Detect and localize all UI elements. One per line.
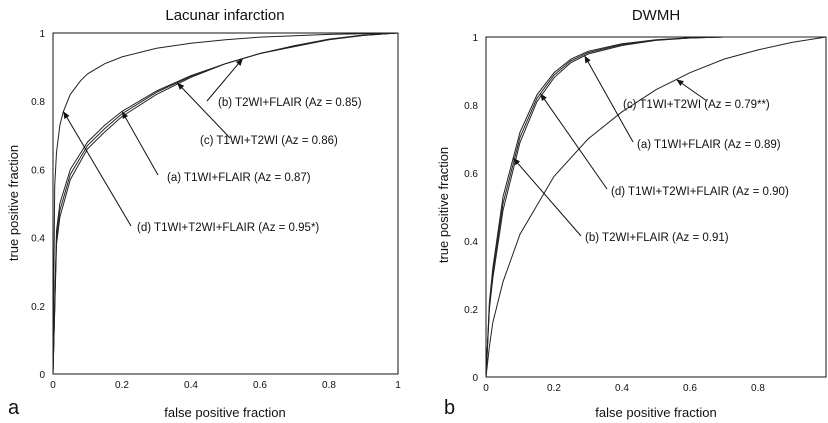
tick-group: 0 0.2 0.4 0.6 0.8 0 0.2 0.4 0.6 0.8 1 (464, 33, 765, 394)
y-tick-label: 0 (39, 370, 45, 381)
x-tick-label: 0.4 (184, 380, 198, 391)
curve-group (52, 32, 399, 375)
roc-curve-1 (485, 36, 826, 378)
x-tick-label: 1 (395, 380, 401, 391)
annotation-arrow (539, 93, 608, 190)
x-tick-label: 0 (483, 383, 489, 394)
x-tick-label: 0.6 (683, 383, 697, 394)
x-tick-label: 0.2 (115, 380, 129, 391)
annotation-arrowhead (63, 111, 70, 119)
panel-a: Lacunar infarction false positive fracti… (6, 7, 401, 420)
annotation-arrow (121, 111, 159, 176)
x-tick-label: 0.8 (322, 380, 336, 391)
x-axis-label: false positive fraction (595, 405, 716, 420)
y-tick-label: 0.6 (31, 165, 45, 176)
annotation-arrow (512, 157, 582, 237)
annotation-label: (a) T1WI+FLAIR (Az = 0.89) (637, 139, 781, 151)
y-tick-label: 1 (39, 29, 45, 40)
y-tick-label: 0.8 (464, 101, 478, 112)
y-axis-label: true positive fraction (436, 147, 451, 263)
y-tick-label: 0 (472, 373, 478, 384)
annotation-label: (a) T1WI+FLAIR (Az = 0.87) (167, 172, 311, 184)
roc-curve-2 (485, 36, 826, 378)
annotation-arrow (206, 58, 244, 102)
annotation-label: (d) T1WI+T2WI+FLAIR (Az = 0.95*) (137, 222, 319, 234)
roc-curve-4 (485, 36, 826, 378)
plot-frame (485, 36, 827, 378)
annotation-arrow (62, 111, 132, 227)
curve-group (485, 36, 827, 378)
roc-curve-4 (52, 32, 399, 375)
roc-curve-3 (485, 36, 827, 378)
roc-curve-1 (52, 32, 399, 375)
y-tick-label: 0.4 (31, 234, 45, 245)
annotation-label: (c) T1WI+T2WI (Az = 0.86) (200, 135, 338, 147)
annotation-arrowhead (122, 111, 129, 119)
plot-frame (52, 32, 399, 375)
x-tick-label: 0.6 (253, 380, 267, 391)
y-axis-label: true positive fraction (6, 145, 21, 261)
y-tick-label: 0.2 (31, 302, 45, 313)
annotation-arrowhead (676, 79, 684, 86)
y-tick-label: 1 (472, 33, 478, 44)
panel-letter: b (444, 397, 455, 419)
chart-title: DWMH (632, 7, 680, 24)
annotation-arrowhead (584, 55, 591, 64)
annotation-group: (c) T1WI+T2WI (Az = 0.79**) (a) T1WI+FLAI… (512, 55, 789, 244)
x-tick-label: 0 (50, 380, 56, 391)
annotation-group: (b) T2WI+FLAIR (Az = 0.85) (c) T1WI+T2WI … (62, 58, 362, 234)
annotation-arrow (176, 82, 231, 139)
annotation-label: (c) T1WI+T2WI (Az = 0.79**) (623, 99, 770, 111)
x-axis-label: false positive fraction (164, 405, 285, 420)
panel-b: DWMH false positive fraction true positi… (436, 7, 827, 420)
y-tick-label: 0.8 (31, 97, 45, 108)
panel-letter: a (8, 397, 20, 419)
annotation-label: (d) T1WI+T2WI+FLAIR (Az = 0.90) (611, 186, 789, 198)
annotation-arrowhead (540, 93, 547, 102)
annotation-label: (b) T2WI+FLAIR (Az = 0.85) (218, 97, 362, 109)
y-tick-label: 0.2 (464, 305, 478, 316)
x-tick-label: 0.4 (615, 383, 629, 394)
annotation-arrowhead (177, 82, 185, 90)
x-tick-label: 0.2 (547, 383, 561, 394)
annotation-label: (b) T2WI+FLAIR (Az = 0.91) (585, 232, 729, 244)
roc-curve-3 (52, 32, 399, 375)
y-tick-label: 0.4 (464, 237, 478, 248)
annotation-arrowhead (235, 58, 243, 66)
tick-group: 0 0.2 0.4 0.6 0.8 1 0 0.2 0.4 0.6 0.8 1 (31, 29, 401, 391)
annotation-arrow (584, 55, 634, 143)
chart-title: Lacunar infarction (165, 7, 284, 24)
x-tick-label: 0.8 (751, 383, 765, 394)
y-tick-label: 0.6 (464, 169, 478, 180)
annotation-arrowhead (513, 158, 521, 166)
roc-curve-2 (52, 32, 399, 375)
